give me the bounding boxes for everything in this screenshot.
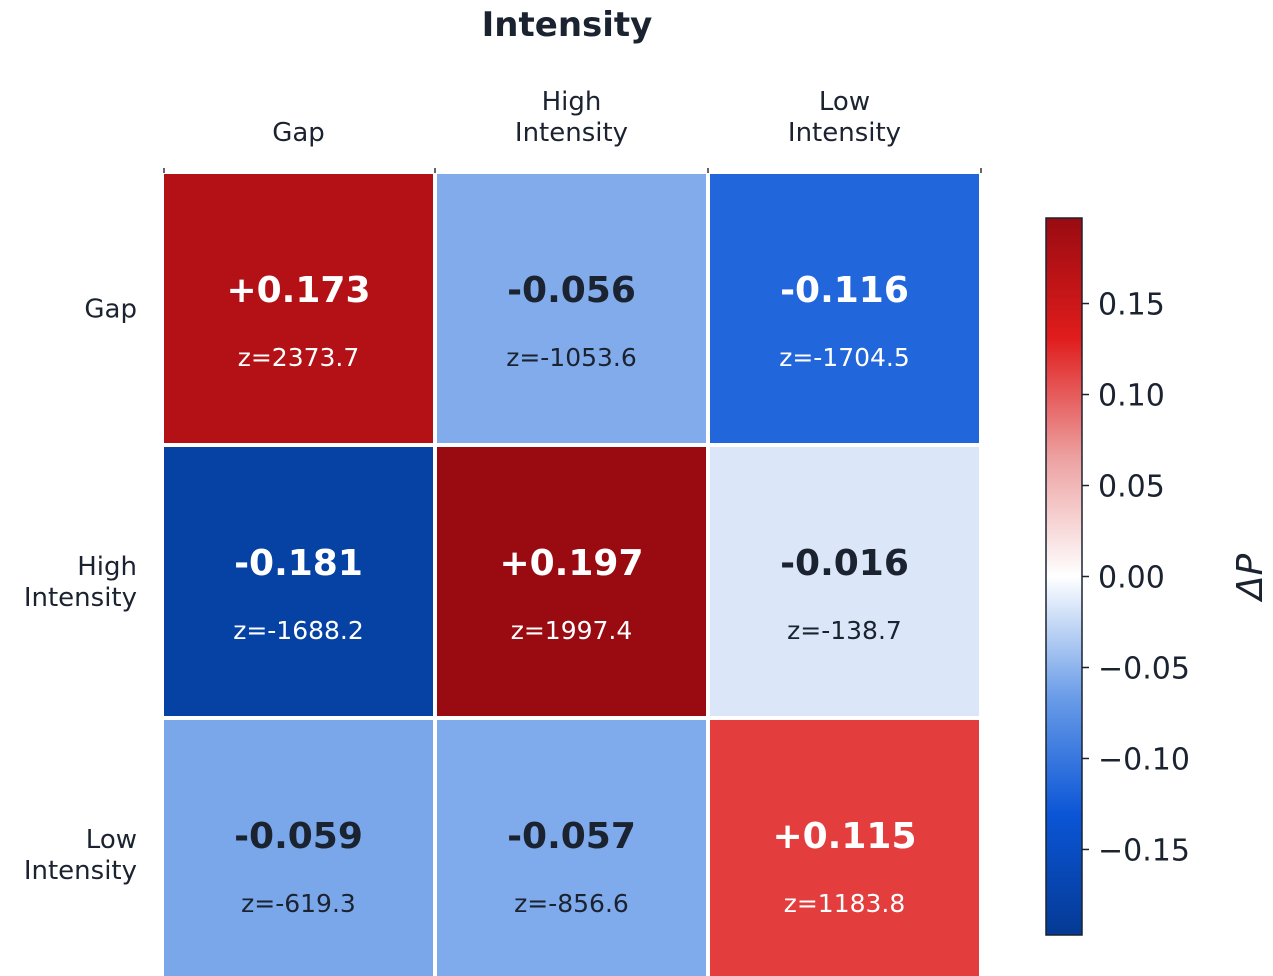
colorbar-tick-label: −0.05 [1098, 651, 1190, 686]
cell-z-label: z=-1053.6 [506, 343, 637, 372]
cell-z-label: z=1183.8 [784, 889, 906, 918]
colorbar-tick-label: −0.10 [1098, 742, 1190, 777]
cell-z-label: z=1997.4 [511, 616, 633, 645]
colorbar-tick-label: −0.15 [1098, 833, 1190, 868]
row-labels: Gap High Intensity Low Intensity [24, 295, 137, 887]
cell-z-label: z=-856.6 [514, 889, 629, 918]
colorbar-gradient [1045, 217, 1083, 936]
cell-z-label: z=-1688.2 [233, 616, 364, 645]
cell-z-label: z=-138.7 [787, 616, 902, 645]
heatmap-cell [164, 447, 433, 716]
heatmap-cell [710, 447, 979, 716]
cell-z-label: z=-1704.5 [779, 343, 910, 372]
colorbar-tick-label: 0.10 [1098, 379, 1165, 414]
heatmap-cell [437, 720, 706, 976]
row-label: Low Intensity [24, 825, 137, 886]
cell-value-label: -0.181 [234, 543, 363, 584]
row-label: Gap [84, 295, 137, 325]
cell-value-label: -0.056 [507, 270, 636, 311]
column-label: Gap [272, 118, 325, 148]
heatmap-cells: +0.173 z=2373.7 -0.056 z=-1053.6 -0.116 z=-17… [164, 174, 979, 976]
cell-value-label: -0.016 [780, 543, 909, 584]
heatmap-cell [710, 174, 979, 443]
colorbar: 0.15 0.10 0.05 0.00 −0.05 −0.10 −0.15 ΔP [1045, 217, 1271, 936]
chart-title: Intensity [482, 5, 653, 45]
column-labels: Gap High Intensity Low Intensity [272, 87, 901, 148]
heatmap-cell [164, 174, 433, 443]
colorbar-tick-label: 0.05 [1098, 470, 1165, 505]
cell-value-label: +0.115 [772, 816, 916, 857]
colorbar-label: ΔP [1230, 554, 1271, 604]
colorbar-tick-label: 0.00 [1098, 561, 1165, 596]
heatmap-cell [437, 447, 706, 716]
colorbar-tick-label: 0.15 [1098, 288, 1165, 323]
column-label: High Intensity [515, 87, 628, 148]
column-tick-marks [163, 168, 982, 173]
heatmap-cell [710, 720, 979, 976]
cell-value-label: +0.197 [499, 543, 643, 584]
column-label: Low Intensity [788, 87, 901, 148]
heatmap-cell [437, 174, 706, 443]
row-label: High Intensity [24, 552, 137, 613]
cell-value-label: +0.173 [226, 270, 370, 311]
heatmap-cell [164, 720, 433, 976]
cell-value-label: -0.057 [507, 816, 636, 857]
cell-value-label: -0.059 [234, 816, 363, 857]
cell-z-label: z=-619.3 [241, 889, 356, 918]
cell-z-label: z=2373.7 [238, 343, 360, 372]
cell-value-label: -0.116 [780, 270, 909, 311]
